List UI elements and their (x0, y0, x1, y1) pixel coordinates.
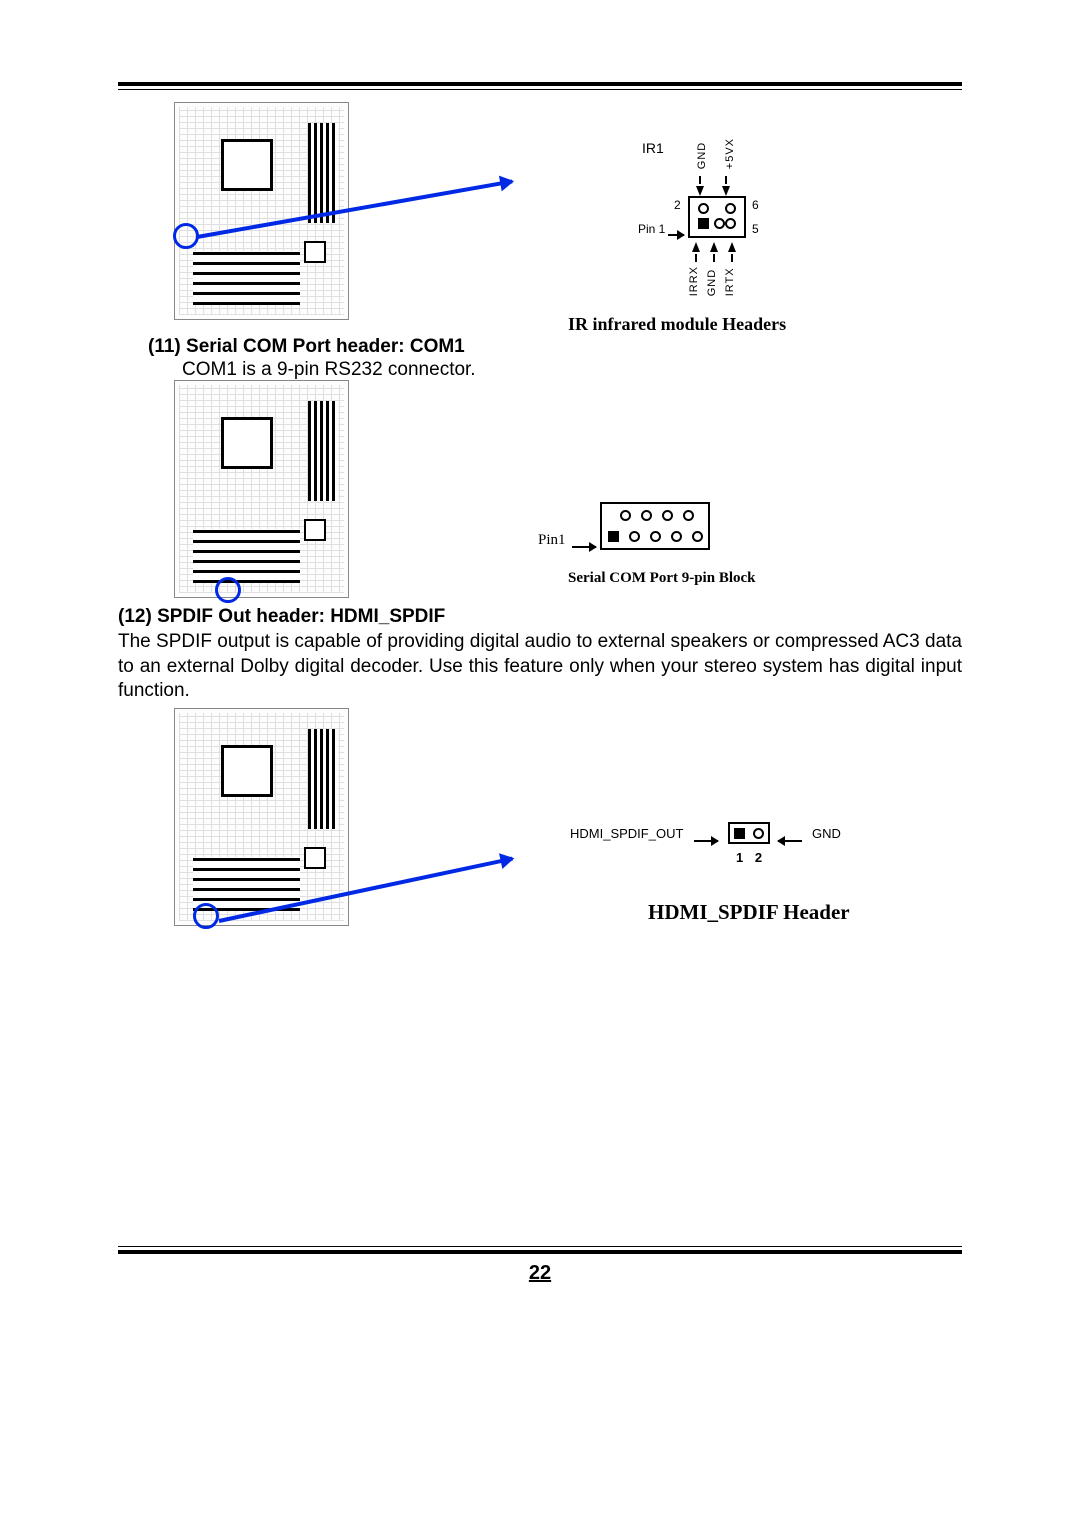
ir-top-label-gnd: GND (696, 138, 708, 169)
motherboard-thumbnail (174, 708, 349, 926)
highlight-circle (215, 577, 241, 603)
ir-pin1-label: Pin 1 (638, 222, 665, 236)
ir-bot-label-irrx: IRRX (688, 266, 700, 296)
ir-num-2: 2 (674, 198, 681, 212)
spdif-pin-numbers: 1 2 (736, 850, 766, 865)
bottom-rule (118, 1246, 962, 1254)
section12-heading: (12) SPDIF Out header: HDMI_SPDIF (118, 606, 445, 628)
spdif-pin-box (728, 822, 770, 844)
mb-thumb-spdif (174, 708, 349, 926)
highlight-circle (173, 223, 199, 249)
page-content: IR1 GND +5VX 2 6 Pin 1 5 IRRX (118, 82, 962, 1242)
com-diagram: Pin1 Serial COM Port 9-pin Block (538, 502, 798, 622)
mb-thumb-ir (174, 102, 349, 320)
com-pin1-label: Pin1 (538, 532, 566, 549)
motherboard-thumbnail (174, 102, 349, 320)
ir-top-label-5v: +5VX (724, 138, 736, 169)
spdif-left-label: HDMI_SPDIF_OUT (570, 826, 683, 841)
spdif-right-label: GND (812, 826, 841, 841)
com-pin-box (600, 502, 710, 550)
com-caption: Serial COM Port 9-pin Block (568, 570, 756, 587)
ir-num-6: 6 (752, 198, 759, 212)
section11-heading: (11) Serial COM Port header: COM1 (148, 336, 465, 358)
ir-caption: IR infrared module Headers (568, 314, 786, 335)
top-rule (118, 82, 962, 90)
spdif-diagram: HDMI_SPDIF_OUT GND 1 2 HDMI_SPDIF Header (588, 822, 908, 962)
spdif-caption: HDMI_SPDIF Header (648, 900, 850, 925)
ir-bot-label-irtx: IRTX (724, 266, 736, 296)
mb-thumb-com (174, 380, 349, 598)
highlight-circle (193, 903, 219, 929)
motherboard-thumbnail (174, 380, 349, 598)
ir-bot-label-gnd: GND (706, 266, 718, 296)
ir-num-5: 5 (752, 222, 759, 236)
section12-body: The SPDIF output is capable of providing… (118, 630, 962, 704)
ir-header-diagram: IR1 GND +5VX 2 6 Pin 1 5 IRRX (608, 138, 788, 328)
ir-title: IR1 (642, 140, 664, 156)
section11-body: COM1 is a 9-pin RS232 connector. (182, 359, 476, 381)
page-number: 22 (0, 1262, 1080, 1285)
ir-pin-box (688, 196, 746, 238)
